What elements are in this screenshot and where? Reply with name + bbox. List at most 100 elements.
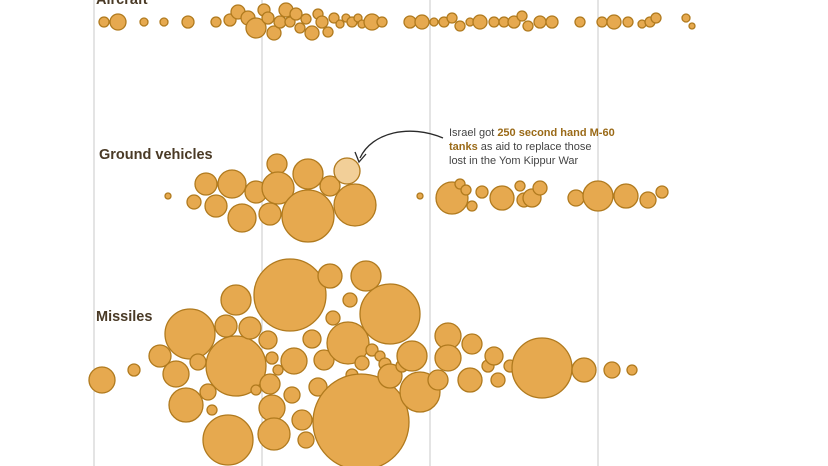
bubble-missiles-33 bbox=[342, 292, 358, 308]
bubble-missiles-38 bbox=[312, 373, 410, 466]
bubble-missiles-56 bbox=[511, 337, 573, 399]
bubble-ground-vehicles-19 bbox=[466, 200, 478, 212]
annotation-line-2-highlight: tanks bbox=[449, 141, 478, 153]
bubble-ground-vehicles-16 bbox=[435, 181, 469, 215]
bubble-aircraft-12 bbox=[266, 25, 282, 41]
bubble-ground-vehicles-14 bbox=[333, 183, 377, 227]
bubble-missiles-29 bbox=[317, 263, 343, 289]
bubble-missiles-30 bbox=[325, 310, 341, 326]
bubble-missiles-25 bbox=[297, 431, 315, 449]
bubble-aircraft-52 bbox=[650, 12, 662, 24]
bubble-aircraft-42 bbox=[516, 10, 528, 22]
bubble-missiles-57 bbox=[571, 357, 597, 383]
bubble-ground-vehicles-3 bbox=[204, 194, 228, 218]
bubble-missiles-59 bbox=[626, 364, 638, 376]
bubble-ground-vehicles-5 bbox=[227, 203, 257, 233]
bubble-missiles-12 bbox=[202, 414, 254, 466]
bubble-aircraft-2 bbox=[139, 17, 149, 27]
bubble-missiles-19 bbox=[265, 351, 279, 365]
bubble-missiles-39 bbox=[365, 343, 379, 357]
bubble-ground-vehicles-8 bbox=[266, 153, 288, 175]
bubble-ground-vehicles-27 bbox=[582, 180, 614, 212]
bubble-aircraft-43 bbox=[522, 20, 534, 32]
bubble-missiles-26 bbox=[302, 329, 322, 349]
bubble-ground-vehicles-4 bbox=[217, 169, 247, 199]
bubble-ground-vehicles-20 bbox=[475, 185, 489, 199]
bubble-aircraft-49 bbox=[622, 16, 634, 28]
bubble-aircraft-44 bbox=[533, 15, 547, 29]
bubble-aircraft-31 bbox=[403, 15, 417, 29]
bubble-ground-vehicles-26 bbox=[567, 189, 585, 207]
bubble-aircraft-5 bbox=[210, 16, 222, 28]
bubble-missiles-22 bbox=[280, 347, 308, 375]
bubble-missiles-49 bbox=[434, 344, 462, 372]
bubble-ground-vehicles-13 bbox=[333, 157, 361, 185]
bubble-aircraft-18 bbox=[300, 13, 312, 25]
bubble-ground-vehicles-15 bbox=[416, 192, 424, 200]
bubbles bbox=[88, 2, 696, 466]
bubble-missiles-20 bbox=[257, 417, 291, 451]
bubble-missiles-7 bbox=[199, 383, 217, 401]
bubble-aircraft-35 bbox=[446, 12, 458, 24]
bubble-missiles-51 bbox=[461, 333, 483, 355]
bubble-missiles-1 bbox=[127, 363, 141, 377]
bubble-aircraft-39 bbox=[488, 16, 500, 28]
bubble-aircraft-46 bbox=[574, 16, 586, 28]
annotation-line-1: Israel got 250 second hand M-60 bbox=[449, 127, 615, 139]
bubble-missiles-24 bbox=[291, 409, 313, 431]
bubble-missiles-42 bbox=[359, 283, 421, 345]
bubble-missiles-50 bbox=[457, 367, 483, 393]
bubble-missiles-6 bbox=[189, 353, 207, 371]
bubble-missiles-17 bbox=[272, 364, 284, 376]
bubble-missiles-8 bbox=[206, 404, 218, 416]
annotation-line-1-highlight: 250 second hand M-60 bbox=[497, 127, 614, 139]
bubble-aircraft-11 bbox=[261, 11, 275, 25]
bubble-aircraft-45 bbox=[545, 15, 559, 29]
bubble-aircraft-33 bbox=[429, 17, 439, 27]
bubble-aircraft-54 bbox=[688, 22, 696, 30]
bubble-missiles-16 bbox=[258, 394, 286, 422]
bubble-missiles-27 bbox=[308, 377, 328, 397]
bubble-aircraft-16 bbox=[289, 7, 303, 21]
bubble-missiles-9 bbox=[214, 314, 238, 338]
bubble-missiles-37 bbox=[350, 260, 382, 292]
annotation-line-3: lost in the Yom Kippur War bbox=[449, 155, 579, 167]
bubble-missiles-14 bbox=[250, 384, 262, 396]
bubble-aircraft-1 bbox=[109, 13, 127, 31]
category-label-ground-vehicles: Ground vehicles bbox=[99, 147, 213, 163]
bubble-ground-vehicles-25 bbox=[532, 180, 548, 196]
bubble-missiles-10 bbox=[205, 335, 267, 397]
bubble-aircraft-0 bbox=[98, 16, 110, 28]
bubble-missiles-43 bbox=[377, 363, 403, 389]
bubble-aircraft-3 bbox=[159, 17, 169, 27]
bubble-aircraft-47 bbox=[596, 16, 608, 28]
bubble-missiles-45 bbox=[396, 340, 428, 372]
bubble-missiles-2 bbox=[148, 344, 172, 368]
bubble-aircraft-32 bbox=[414, 14, 430, 30]
annotation-line-2-rest: as aid to replace those bbox=[478, 141, 592, 153]
bubble-ground-vehicles-22 bbox=[514, 180, 526, 192]
bubble-aircraft-17 bbox=[294, 22, 306, 34]
bubble-aircraft-9 bbox=[245, 17, 267, 39]
bubble-missiles-54 bbox=[490, 372, 506, 388]
bubble-missiles-5 bbox=[164, 308, 216, 360]
annotation: Israel got 250 second hand M-60 tanks as… bbox=[354, 127, 615, 167]
bubble-missiles-21 bbox=[253, 258, 327, 332]
bubble-missiles-23 bbox=[283, 386, 301, 404]
bubble-ground-vehicles-30 bbox=[655, 185, 669, 199]
bubble-ground-vehicles-11 bbox=[281, 189, 335, 243]
bubble-aircraft-4 bbox=[181, 15, 195, 29]
bubble-aircraft-19 bbox=[304, 25, 320, 41]
bubble-missiles-3 bbox=[162, 360, 190, 388]
category-label-missiles: Missiles bbox=[96, 309, 152, 325]
bubble-missiles-4 bbox=[168, 387, 204, 423]
bubble-aircraft-21 bbox=[315, 15, 329, 29]
bubble-missiles-0 bbox=[88, 366, 116, 394]
bubble-aircraft-48 bbox=[606, 14, 622, 30]
bubble-ground-vehicles-29 bbox=[639, 191, 657, 209]
annotation-line-1-prefix: Israel got bbox=[449, 127, 497, 139]
bubble-missiles-28 bbox=[313, 349, 335, 371]
bubble-aircraft-53 bbox=[681, 13, 691, 23]
category-label-aircraft: Aircraft bbox=[96, 0, 148, 8]
annotation-arrowhead bbox=[354, 151, 367, 164]
